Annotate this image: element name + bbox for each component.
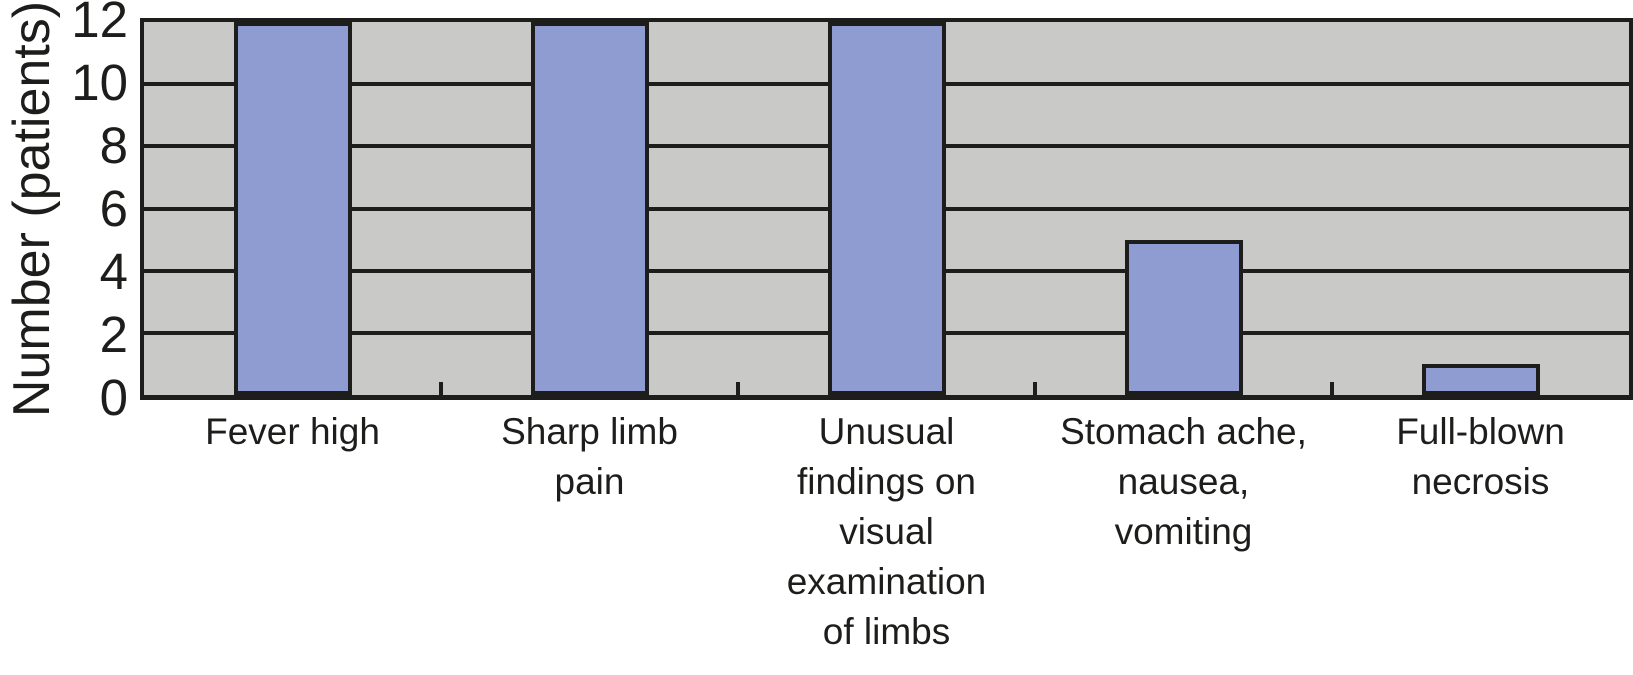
category-label-4: Full-blown necrosis (1396, 411, 1565, 502)
x-axis-category-labels: Fever high Sharp limb pain Unusual finding… (144, 405, 1629, 657)
y-tick-label-12: 12 (71, 0, 128, 48)
bar-3 (1124, 239, 1243, 395)
bar-4 (1421, 363, 1540, 395)
bar-1 (530, 22, 649, 395)
category-label-1: Sharp limb pain (501, 411, 678, 502)
x-axis-tick-4 (1330, 382, 1334, 395)
x-axis-tick-2 (736, 382, 740, 395)
plot-area (140, 18, 1633, 400)
x-axis-tick-1 (439, 382, 443, 395)
y-tick-label-10: 10 (71, 53, 128, 111)
bar-2 (827, 22, 946, 395)
y-tick-label-2: 2 (99, 305, 128, 363)
x-axis-tick-3 (1033, 382, 1037, 395)
y-tick-label-4: 4 (99, 242, 128, 300)
y-tick-label-0: 0 (99, 368, 128, 426)
y-tick-label-6: 6 (99, 179, 128, 237)
category-label-2: Unusual findings on visual examination o… (786, 411, 987, 652)
y-tick-label-8: 8 (99, 116, 128, 174)
category-label-3: Stomach ache, nausea, vomiting (1060, 411, 1307, 552)
category-label-0: Fever high (205, 411, 380, 452)
bar-0 (233, 22, 352, 395)
